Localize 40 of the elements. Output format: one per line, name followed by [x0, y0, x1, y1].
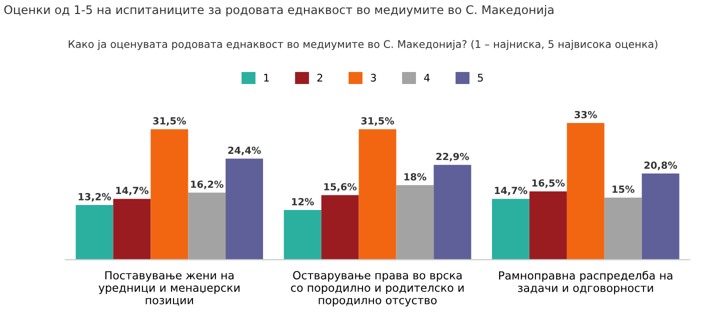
x-tick-label: Остварување права во врска со породилно и родителско и породилно отсуство	[291, 271, 464, 306]
legend-label: 3	[370, 74, 376, 82]
data-label: 31,5%	[153, 117, 186, 126]
bar	[566, 122, 604, 260]
bar	[321, 195, 359, 260]
data-label: 18%	[404, 173, 426, 180]
data-label: 16,2%	[191, 180, 224, 190]
bar	[113, 198, 151, 260]
bar	[604, 198, 642, 260]
bar	[529, 191, 567, 260]
data-label: 22,9%	[436, 152, 469, 162]
chart-subtitle: Како ја оценувата родовата еднаквост во медиумите во С. Македонија? (1 – најниска, 5 највисока оценка)	[68, 40, 658, 50]
x-tick-label: Рамноправна распределба на задачи и одговорности	[499, 270, 672, 294]
legend-label: 2	[317, 74, 322, 82]
data-label: 14,7%	[494, 186, 528, 196]
data-label: 33%	[574, 110, 597, 118]
data-label: 13,2%	[78, 193, 112, 202]
data-label: 20,8%	[644, 162, 678, 170]
data-label: 14,7%	[116, 186, 148, 196]
data-label: 15%	[612, 186, 634, 193]
legend-label: 4	[424, 74, 430, 82]
bar	[642, 174, 680, 260]
data-label: 12%	[292, 198, 314, 206]
legend-label: 1	[264, 74, 269, 82]
bar	[226, 158, 264, 260]
data-label: 31,5%	[361, 117, 394, 126]
bar	[434, 164, 472, 260]
data-label: 15,6%	[324, 183, 357, 192]
legend-label: 5	[478, 74, 483, 82]
bar	[188, 192, 226, 260]
bar	[284, 210, 322, 260]
bar	[150, 129, 188, 260]
bar	[396, 185, 434, 260]
chart-title: Оценки од 1-5 на испитаниците за родовата еднаквост во медиумите во С. Македонија	[4, 4, 554, 16]
data-label: 16,5%	[532, 179, 565, 188]
data-label: 24,4%	[228, 146, 261, 156]
bar	[492, 198, 530, 260]
bar	[76, 205, 114, 260]
bar	[358, 129, 396, 260]
x-tick-label: Поставување жени на уредници и менаџерски позиции	[98, 271, 240, 306]
